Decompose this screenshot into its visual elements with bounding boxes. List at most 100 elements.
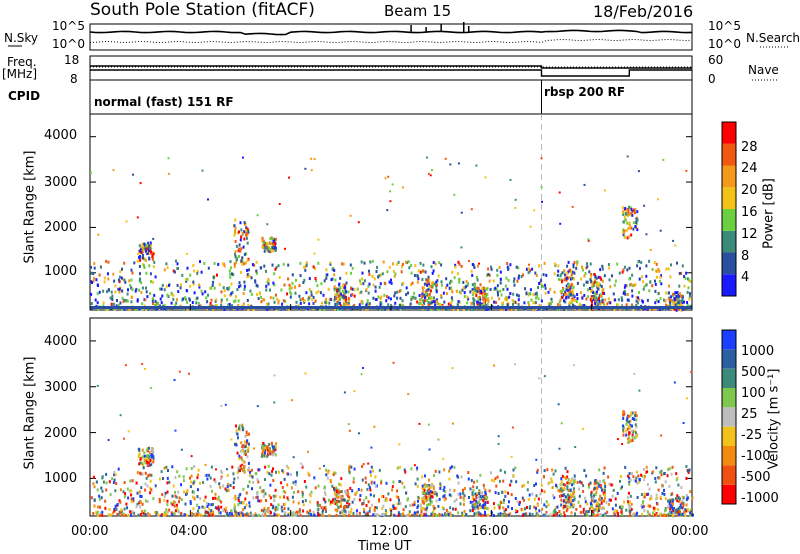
velocity-cell	[161, 493, 164, 497]
velocity-blob-cell-5	[572, 503, 575, 507]
power-cell	[585, 280, 588, 284]
velocity-cell	[263, 507, 266, 510]
velocity-cell	[506, 513, 509, 517]
velocity-cell	[348, 464, 351, 468]
power-cell	[262, 298, 265, 301]
power-cell	[367, 284, 370, 288]
velocity-blob-cell-5	[569, 481, 572, 485]
velocity-blob-cell-1	[267, 448, 269, 452]
velocity-cell	[620, 507, 623, 511]
power-cell	[391, 262, 394, 266]
power-cell	[358, 279, 361, 283]
power-blob-cell-8	[676, 301, 679, 305]
power-cell	[287, 277, 290, 281]
velocity-cell	[189, 476, 191, 480]
power-blob-cell-6	[593, 291, 596, 295]
velocity-cell	[586, 502, 589, 506]
power-cell	[609, 285, 612, 289]
power-cell	[481, 289, 484, 293]
power-cell	[305, 261, 308, 265]
velocity-blob-cell-9	[138, 452, 141, 456]
power-blob-cell-0	[247, 230, 250, 234]
velocity-cell	[484, 512, 486, 516]
velocity-cell	[493, 502, 495, 506]
velocity-cell	[171, 513, 174, 517]
velocity-cell	[287, 513, 290, 517]
power-cell	[410, 283, 413, 287]
velocity-sparse-cell	[497, 442, 500, 445]
power-cell	[683, 275, 686, 279]
power-cell	[374, 289, 377, 293]
velocity-cell	[147, 474, 150, 478]
power-cell	[275, 293, 277, 297]
power-cell	[515, 265, 518, 269]
power-sparse-cell	[649, 248, 652, 251]
velocity-blob-cell-0	[239, 449, 242, 453]
power-cell	[530, 298, 533, 302]
power-cell	[601, 267, 604, 271]
freq-right-tick-bottom: 0	[708, 72, 716, 86]
velocity-cell	[628, 500, 631, 504]
power-cell	[636, 301, 639, 305]
power-cell	[598, 300, 601, 304]
power-blob-cell-1	[263, 246, 266, 250]
power-blob-cell-7	[628, 213, 631, 217]
velocity-blob-cell-9	[150, 453, 153, 457]
velocity-cell	[113, 471, 116, 474]
power-cell	[223, 264, 226, 268]
velocity-sparse-cell	[343, 391, 346, 394]
velocity-cell	[666, 513, 669, 517]
power-cell	[295, 300, 298, 304]
power-cell	[457, 260, 460, 264]
power-cell	[165, 262, 168, 266]
velocity-cell	[310, 512, 313, 516]
power-cell	[117, 303, 120, 307]
power-cell	[587, 288, 589, 292]
power-cell	[212, 280, 215, 284]
velocity-colorbar-segment	[722, 446, 736, 466]
power-cell	[233, 262, 236, 266]
velocity-cell	[536, 504, 539, 507]
power-cell	[152, 265, 155, 269]
velocity-blob-cell-6	[593, 499, 596, 503]
velocity-blob-cell-0	[243, 452, 246, 456]
velocity-cell	[553, 508, 556, 512]
power-blob-cell-7	[623, 230, 626, 234]
power-colorbar-segment	[722, 122, 736, 144]
velocity-blob-cell-4	[479, 505, 482, 509]
power-cell	[396, 290, 399, 294]
velocity-blob-cell-9	[152, 455, 155, 459]
power-blob-cell-7	[623, 215, 626, 219]
power-blob-cell-4	[477, 287, 480, 291]
velocity-cell	[204, 474, 207, 478]
power-blob-cell-2	[342, 286, 345, 290]
power-cell	[465, 285, 467, 289]
power-sparse-cell	[449, 163, 452, 166]
power-cell	[133, 261, 136, 265]
power-cbar-tick-20: 20	[741, 183, 758, 198]
velocity-cell	[331, 484, 334, 488]
velocity-blob-cell-7	[631, 411, 634, 415]
power-blob-cell-8	[677, 301, 680, 304]
velocity-cell	[401, 481, 404, 485]
power-cell	[246, 275, 249, 279]
velocity-cell	[220, 500, 223, 504]
velocity-blob-cell-9	[144, 455, 147, 459]
velocity-cell	[163, 498, 166, 502]
power-cell	[631, 289, 634, 293]
power-sparse-cell	[425, 156, 428, 159]
velocity-cell	[348, 514, 351, 517]
velocity-cell	[196, 513, 199, 517]
power-cell	[112, 302, 115, 306]
power-sparse-cell	[475, 164, 478, 167]
velocity-cell	[176, 506, 179, 510]
power-cell	[613, 307, 616, 311]
power-blob-cell-9	[150, 250, 152, 254]
power-cell	[513, 300, 516, 304]
power-blob-cell-2	[339, 294, 342, 298]
velocity-sparse-cell	[418, 422, 421, 425]
power-blob-cell-6	[595, 296, 598, 300]
velocity-cell	[352, 511, 355, 515]
velocity-cell	[329, 500, 332, 504]
velocity-cell	[431, 511, 434, 515]
